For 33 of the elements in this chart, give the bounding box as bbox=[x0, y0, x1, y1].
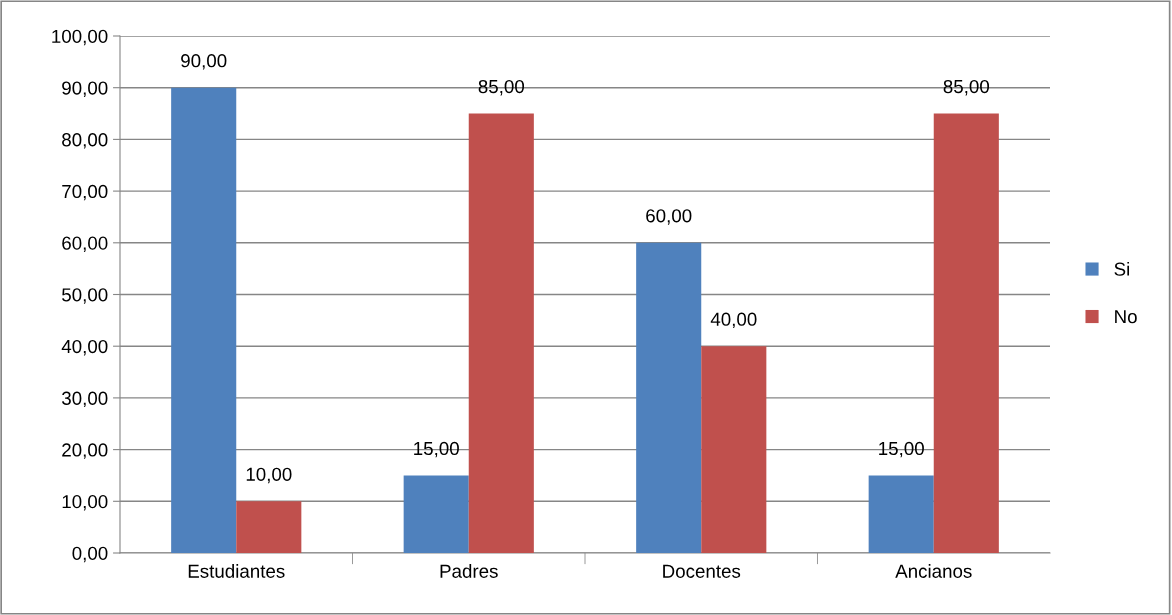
data-label: 15,00 bbox=[879, 441, 924, 458]
legend-label: No bbox=[1115, 310, 1137, 324]
data-label: 10,00 bbox=[246, 467, 292, 484]
y-tick-label: 10,00 bbox=[62, 495, 108, 511]
bar bbox=[636, 242, 702, 553]
bar bbox=[868, 475, 934, 553]
y-tick-label: 40,00 bbox=[61, 339, 108, 356]
bar bbox=[933, 113, 999, 553]
y-tick-label: 30,00 bbox=[61, 391, 108, 408]
y-tick-label: 80,00 bbox=[62, 133, 108, 149]
x-tick-label: Docentes bbox=[663, 564, 741, 578]
x-tick-label: Padres bbox=[440, 564, 498, 578]
data-label: 60,00 bbox=[646, 209, 692, 225]
data-label: 40,00 bbox=[710, 312, 757, 329]
bar bbox=[468, 113, 534, 553]
data-label: 85,00 bbox=[478, 79, 525, 96]
x-tick-label: Ancianos bbox=[895, 564, 972, 578]
bar bbox=[403, 475, 469, 553]
y-tick-label: 20,00 bbox=[62, 443, 108, 459]
y-tick-label: 0,00 bbox=[72, 546, 108, 563]
y-tick-label: 70,00 bbox=[62, 184, 108, 201]
y-tick-label: 90,00 bbox=[62, 81, 108, 97]
data-label: 85,00 bbox=[943, 79, 990, 96]
bar bbox=[171, 87, 237, 553]
bar bbox=[701, 346, 767, 553]
bar bbox=[236, 501, 302, 553]
y-tick-label: 60,00 bbox=[62, 236, 108, 252]
legend-label: Si bbox=[1114, 262, 1130, 276]
data-label: 15,00 bbox=[414, 441, 459, 458]
data-label: 90,00 bbox=[181, 54, 227, 70]
y-tick-label: 50,00 bbox=[62, 288, 108, 304]
y-tick-label: 100,00 bbox=[52, 29, 108, 46]
x-tick-label: Estudiantes bbox=[188, 564, 285, 578]
